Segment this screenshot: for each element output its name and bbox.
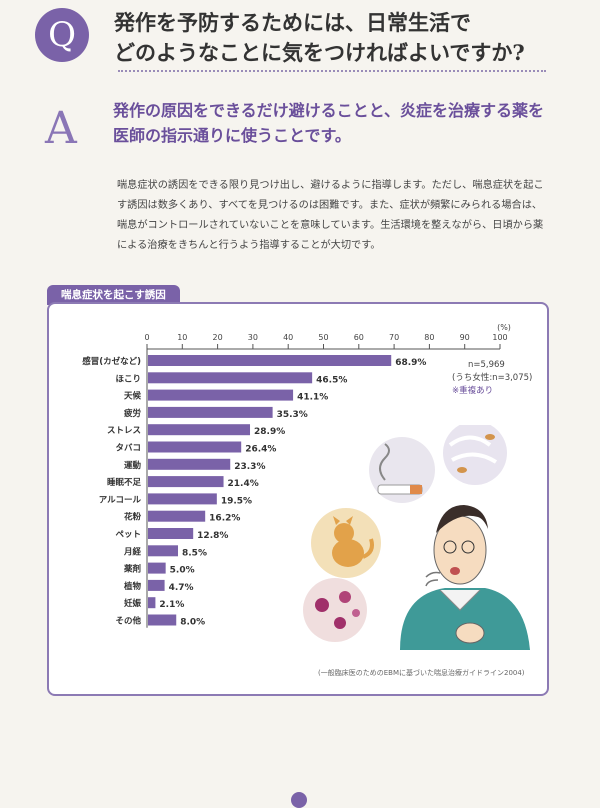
bar-value-label: 8.0% bbox=[180, 618, 205, 628]
x-tick-label: 90 bbox=[460, 333, 470, 342]
bar bbox=[148, 355, 392, 366]
duplicate-note: ※重複あり bbox=[452, 386, 494, 396]
bar-value-label: 21.4% bbox=[228, 479, 259, 489]
chart-source-note: (一般臨床医のためのEBMに基づいた喘息治療ガイドライン2004) bbox=[318, 669, 525, 677]
category-label: 薬剤 bbox=[123, 564, 141, 575]
bar bbox=[148, 389, 294, 401]
bar bbox=[148, 528, 194, 539]
bar bbox=[148, 579, 165, 591]
x-tick-label: 0 bbox=[144, 333, 149, 342]
question-line-2: どのようなことに気をつければよいですか? bbox=[114, 40, 525, 65]
chart-section-tab: 喘息症状を起こす誘因 bbox=[47, 285, 180, 305]
bar bbox=[148, 406, 273, 418]
x-tick-label: 50 bbox=[318, 333, 328, 342]
page-marker bbox=[291, 792, 307, 808]
bar bbox=[148, 510, 206, 522]
bar-value-label: 2.1% bbox=[159, 600, 184, 610]
bar-value-label: 41.1% bbox=[297, 393, 328, 403]
x-tick-label: 70 bbox=[389, 333, 399, 342]
axis-unit-label: (%) bbox=[497, 323, 511, 332]
pollen-icon bbox=[303, 578, 367, 642]
sample-female-line: (うち女性:n=3,075) bbox=[452, 373, 533, 383]
bar-value-label: 19.5% bbox=[221, 496, 252, 506]
cigarette-icon bbox=[369, 437, 435, 503]
category-label: 植物 bbox=[123, 581, 142, 592]
bar-value-label: 26.4% bbox=[245, 445, 276, 455]
category-label: 感冒(カゼなど) bbox=[82, 356, 141, 367]
category-label: 月経 bbox=[123, 546, 142, 557]
bar-value-label: 68.9% bbox=[395, 358, 426, 368]
answer-badge: A bbox=[45, 103, 77, 154]
bar-value-label: 12.8% bbox=[197, 531, 228, 541]
bar-value-label: 8.5% bbox=[182, 548, 207, 558]
category-label: 睡眠不足 bbox=[107, 477, 142, 488]
bar bbox=[148, 493, 217, 505]
body-paragraph: 喘息症状の誘因をできる限り見つけ出し、避けるように指導します。ただし、喘息症状を… bbox=[117, 180, 544, 251]
bar bbox=[148, 441, 242, 453]
category-label: 運動 bbox=[124, 460, 142, 471]
category-label: 天候 bbox=[124, 391, 142, 402]
x-tick-label: 30 bbox=[248, 333, 258, 342]
x-tick-label: 100 bbox=[492, 333, 507, 342]
category-label: 妊娠 bbox=[124, 598, 142, 609]
category-label: アルコール bbox=[99, 495, 142, 505]
bar-value-label: 5.0% bbox=[170, 566, 195, 576]
category-label: 疲労 bbox=[124, 408, 142, 419]
bar-value-label: 23.3% bbox=[234, 462, 265, 472]
x-tick-label: 20 bbox=[213, 333, 223, 342]
answer-line-2: 医師の指示通りに使うことです。 bbox=[113, 126, 351, 145]
category-label: タバコ bbox=[115, 443, 141, 454]
bar-value-label: 16.2% bbox=[209, 514, 240, 524]
bar bbox=[148, 424, 251, 436]
cat-pet-icon bbox=[311, 508, 381, 578]
bar bbox=[148, 545, 179, 557]
category-label: その他 bbox=[115, 616, 141, 627]
coughing-man-illustration bbox=[400, 505, 530, 650]
bar bbox=[148, 476, 224, 488]
dotted-divider bbox=[118, 70, 546, 72]
x-tick-label: 10 bbox=[177, 333, 187, 342]
question-title: 発作を予防するためには、日常生活で どのようなことに気をつければよいですか? bbox=[114, 8, 584, 68]
category-label: 花粉 bbox=[124, 512, 142, 523]
bar bbox=[148, 597, 156, 609]
x-tick-label: 60 bbox=[354, 333, 364, 342]
category-label: ストレス bbox=[107, 426, 141, 436]
answer-title: 発作の原因をできるだけ避けることと、炎症を治療する薬を 医師の指示通りに使うこと… bbox=[113, 98, 553, 148]
sample-size-note: n=5,969 (うち女性:n=3,075) ※重複あり bbox=[452, 359, 532, 398]
bar bbox=[148, 458, 231, 470]
bar-value-label: 46.5% bbox=[316, 375, 347, 385]
sample-size-line: n=5,969 bbox=[468, 360, 505, 370]
category-label: ペット bbox=[115, 530, 141, 540]
bar-value-label: 35.3% bbox=[277, 410, 308, 420]
bar bbox=[148, 562, 166, 574]
bar-value-label: 4.7% bbox=[169, 583, 194, 593]
answer-line-1: 発作の原因をできるだけ避けることと、炎症を治療する薬を bbox=[113, 101, 545, 120]
question-line-1: 発作を予防するためには、日常生活で bbox=[114, 10, 471, 35]
x-tick-label: 80 bbox=[424, 333, 434, 342]
weather-wind-icon bbox=[443, 425, 507, 485]
category-label: ほこり bbox=[115, 374, 141, 384]
trigger-illustrations bbox=[303, 425, 530, 650]
x-tick-label: 40 bbox=[283, 333, 293, 342]
bar bbox=[148, 614, 177, 626]
bar-value-label: 28.9% bbox=[254, 427, 285, 437]
bar bbox=[148, 372, 313, 384]
question-badge: Q bbox=[35, 8, 89, 62]
